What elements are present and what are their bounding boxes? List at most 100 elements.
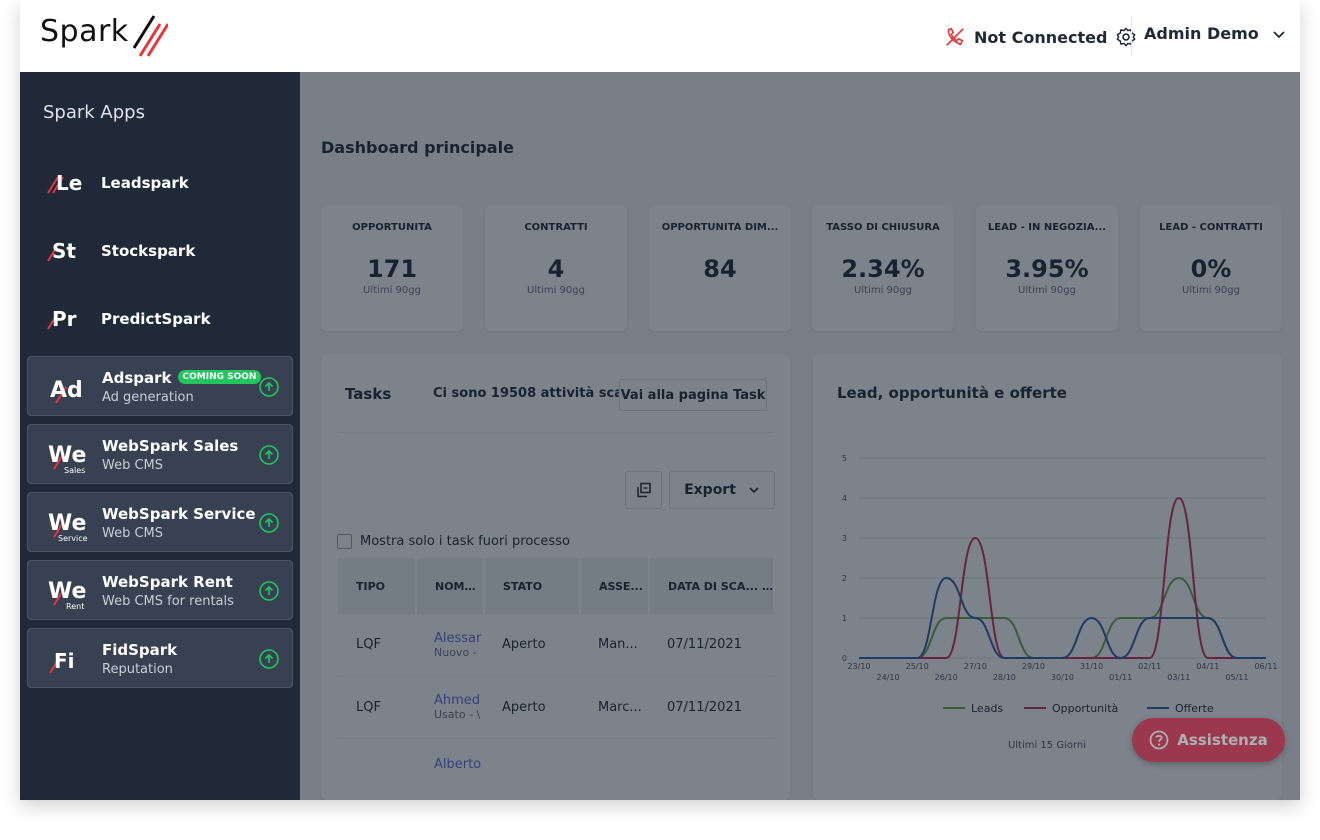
sort-icon: ⇅ xyxy=(475,582,484,593)
chart-subtitle: Ultimi 15 Giorni xyxy=(1008,740,1086,751)
kpi-label: LEAD - IN NEGOZIA... xyxy=(987,222,1107,233)
sidebar-title: Spark Apps xyxy=(43,102,145,123)
sidebar: Spark Apps Le Leadspark St Stockspark xyxy=(20,72,300,800)
kpi-value: 3.95% xyxy=(1005,255,1089,283)
arrow-up-circle-icon[interactable] xyxy=(258,376,280,398)
sidebar-card-webspark-sales[interactable]: We Sales WebSpark Sales Web CMS xyxy=(27,424,293,484)
kpi-card-opportunita[interactable]: OPPORTUNITÀ 171 Ultimi 90gg xyxy=(321,205,463,331)
kpi-value: 0% xyxy=(1190,255,1232,283)
coming-soon-badge: COMING SOON xyxy=(177,369,262,384)
logo-text: Spark xyxy=(40,14,129,49)
sort-icon: ⇅ xyxy=(768,583,772,593)
fidspark-icon: Fi xyxy=(49,649,75,674)
svg-text:Rent: Rent xyxy=(66,602,84,611)
kpi-card-opportunita-dim[interactable]: OPPORTUNITÀ DIM... 84 xyxy=(649,205,791,331)
kpi-label: CONTRATTI xyxy=(524,222,588,233)
sidebar-card-adspark[interactable]: Ad Adspark COMING SOON Ad generation xyxy=(27,356,293,416)
kpi-label: LEAD - CONTRATTI xyxy=(1159,222,1263,233)
process-filter-row[interactable]: Mostra solo i task fuori processo xyxy=(337,534,570,549)
table-row[interactable]: LQF Ahmed Usato - \ Aperto Marc... 07/11… xyxy=(338,676,774,739)
cell-stato xyxy=(484,738,580,800)
kpi-card-lead-contratti[interactable]: LEAD - CONTRATTI 0% Ultimi 90gg xyxy=(1140,205,1282,331)
y-tick-label: 5 xyxy=(842,454,847,463)
cell-tipo xyxy=(338,738,416,800)
kpi-value: 171 xyxy=(366,255,418,283)
sidebar-item-predictspark[interactable]: Pr PredictSpark xyxy=(20,294,300,344)
sidebar-card-webspark-rent[interactable]: We Rent WebSpark Rent Web CMS for rental… xyxy=(27,560,293,620)
contact-link[interactable]: Ahmed xyxy=(434,693,481,708)
tasks-title: Tasks xyxy=(345,385,392,403)
x-tick-label: 31/10 xyxy=(1080,662,1103,671)
svg-text:We: We xyxy=(48,443,86,468)
card-title: Adspark COMING SOON xyxy=(102,369,262,387)
svg-text:Service: Service xyxy=(58,534,88,543)
column-header-data-scadenza[interactable]: DATA DI SCA... ⇅ xyxy=(649,558,775,614)
contact-link[interactable]: Alberto xyxy=(434,756,482,772)
arrow-up-circle-icon[interactable] xyxy=(258,444,280,466)
card-name: WebSpark Sales xyxy=(102,437,239,455)
export-dropdown[interactable]: Export xyxy=(669,471,775,509)
x-tick-label: 06/11 xyxy=(1254,662,1277,671)
x-tick-label: 03/11 xyxy=(1167,673,1190,682)
card-name: WebSpark Rent xyxy=(102,573,233,591)
sidebar-item-stockspark[interactable]: St Stockspark xyxy=(20,226,300,276)
svg-text:Fi: Fi xyxy=(54,649,75,673)
column-header-tipo[interactable]: TIPO xyxy=(338,558,417,614)
process-filter-checkbox[interactable] xyxy=(337,534,352,549)
phone-disconnected-icon xyxy=(946,27,964,46)
tasks-table: TIPO NOME ⇅ STATO ASSE... DATA DI SCA...… xyxy=(338,558,775,800)
column-header-assegnatario[interactable]: ASSE... xyxy=(580,558,650,614)
column-header-nome[interactable]: NOME ⇅ xyxy=(416,558,485,614)
arrow-up-circle-icon[interactable] xyxy=(258,648,280,670)
panel-divider xyxy=(337,432,773,433)
sidebar-card-webspark-service[interactable]: We Service WebSpark Service Web CMS xyxy=(27,492,293,552)
contact-subtitle: Nuovo - xyxy=(434,645,477,659)
kpi-card-lead-negoziazione[interactable]: LEAD - IN NEGOZIA... 3.95% Ultimi 90gg xyxy=(976,205,1118,331)
gear-icon[interactable] xyxy=(1115,26,1137,48)
kpi-period: Ultimi 90gg xyxy=(527,285,585,296)
kpi-card-contratti[interactable]: CONTRATTI 4 Ultimi 90gg xyxy=(485,205,627,331)
copy-icon xyxy=(636,482,651,498)
svg-text:Ad: Ad xyxy=(50,378,83,403)
user-menu[interactable]: Admin Demo xyxy=(1144,24,1287,43)
spark-logo[interactable]: Spark xyxy=(40,14,129,49)
arrow-up-circle-icon[interactable] xyxy=(258,512,280,534)
arrow-up-circle-icon[interactable] xyxy=(258,580,280,602)
cell-nome: Alessar Nuovo - xyxy=(416,614,484,677)
webspark-rent-icon: We Rent xyxy=(48,579,86,611)
table-row[interactable]: Alberto xyxy=(338,738,774,800)
column-header-stato[interactable]: STATO xyxy=(484,558,581,614)
contact-link[interactable]: Alessar xyxy=(434,630,482,646)
copy-button[interactable] xyxy=(625,471,662,509)
y-tick-label: 0 xyxy=(842,654,847,663)
assistenza-button[interactable]: Assistenza xyxy=(1132,718,1285,762)
chevron-down-icon xyxy=(749,487,759,494)
card-name: WebSpark Service xyxy=(102,505,256,523)
predictspark-mark: Pr xyxy=(52,307,77,331)
kpi-label: OPPORTUNITÀ DIM... xyxy=(661,222,779,233)
process-filter-label: Mostra solo i task fuori processo xyxy=(360,534,570,549)
help-icon xyxy=(1149,730,1169,750)
x-tick-label: 05/11 xyxy=(1225,673,1248,682)
cell-assegnatario: Man... xyxy=(580,614,649,677)
kpi-card-tasso-chiusura[interactable]: TASSO DI CHIUSURA 2.34% Ultimi 90gg xyxy=(812,205,954,331)
cell-data-scadenza xyxy=(649,738,774,800)
cell-data-scadenza: 07/11/2021 xyxy=(649,614,774,677)
user-name: Admin Demo xyxy=(1144,24,1259,43)
x-tick-label: 02/11 xyxy=(1138,662,1161,671)
goto-tasks-button[interactable]: Vai alla pagina Task xyxy=(619,379,767,411)
kpi-label: OPPORTUNITÀ xyxy=(352,222,432,233)
sidebar-card-fidspark[interactable]: Fi FidSpark Reputation xyxy=(27,628,293,688)
connection-status[interactable]: Not Connected xyxy=(944,24,1137,50)
sidebar-item-label: Stockspark xyxy=(101,242,196,260)
sidebar-item-leadspark[interactable]: Le Leadspark xyxy=(20,158,300,208)
header-divider xyxy=(1131,16,1132,56)
table-row[interactable]: LQF Alessar Nuovo - Aperto Man... 07/11/… xyxy=(338,614,774,677)
legend-label: Opportunità xyxy=(1052,702,1118,715)
kpi-period: Ultimi 90gg xyxy=(363,285,421,296)
assistenza-label: Assistenza xyxy=(1177,731,1268,749)
kpi-period: Ultimi 90gg xyxy=(1018,285,1076,296)
sidebar-item-label: Leadspark xyxy=(101,174,189,192)
stockspark-icon: St xyxy=(20,231,78,271)
sidebar-item-label: PredictSpark xyxy=(101,310,211,328)
